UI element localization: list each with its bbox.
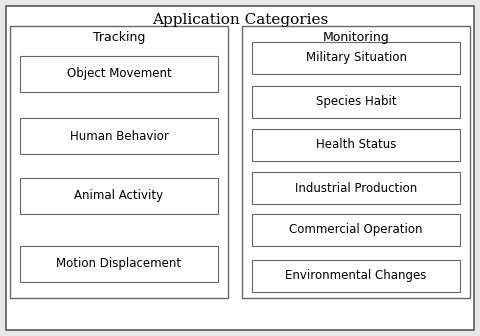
Text: Military Situation: Military Situation <box>305 51 407 65</box>
Text: Tracking: Tracking <box>93 32 145 44</box>
Text: Animal Activity: Animal Activity <box>74 190 164 203</box>
Text: Commercial Operation: Commercial Operation <box>289 223 423 237</box>
FancyBboxPatch shape <box>252 260 460 292</box>
FancyBboxPatch shape <box>242 26 470 298</box>
FancyBboxPatch shape <box>20 56 218 92</box>
Text: Health Status: Health Status <box>316 138 396 152</box>
FancyBboxPatch shape <box>20 246 218 282</box>
FancyBboxPatch shape <box>252 129 460 161</box>
Text: Motion Displacement: Motion Displacement <box>57 257 181 270</box>
FancyBboxPatch shape <box>252 42 460 74</box>
FancyBboxPatch shape <box>252 214 460 246</box>
FancyBboxPatch shape <box>10 26 228 298</box>
Text: Application Categories: Application Categories <box>152 13 328 27</box>
Text: Environmental Changes: Environmental Changes <box>285 269 427 283</box>
Text: Species Habit: Species Habit <box>316 95 396 109</box>
FancyBboxPatch shape <box>252 172 460 204</box>
Text: Monitoring: Monitoring <box>323 32 389 44</box>
FancyBboxPatch shape <box>252 86 460 118</box>
Text: Industrial Production: Industrial Production <box>295 181 417 195</box>
FancyBboxPatch shape <box>20 178 218 214</box>
FancyBboxPatch shape <box>6 6 474 330</box>
Text: Object Movement: Object Movement <box>67 68 171 81</box>
Text: Human Behavior: Human Behavior <box>70 129 168 142</box>
FancyBboxPatch shape <box>20 118 218 154</box>
